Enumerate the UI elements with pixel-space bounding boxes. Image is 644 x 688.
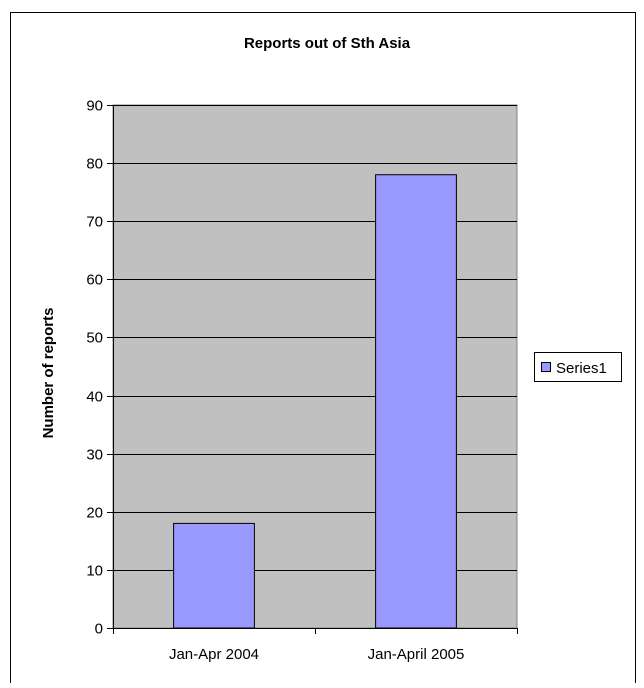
chart-title: Reports out of Sth Asia xyxy=(244,35,411,52)
y-tick-labels: 0 10 20 30 40 50 60 70 80 90 xyxy=(86,98,103,638)
legend: Series1 xyxy=(534,352,622,382)
x-tick-labels: Jan-Apr 2004 Jan-April 2005 xyxy=(169,646,464,663)
y-tick-label-50: 50 xyxy=(86,330,103,347)
x-tick-label-2: Jan-April 2005 xyxy=(368,646,465,663)
bar-2 xyxy=(375,174,457,629)
y-tick-label-80: 80 xyxy=(86,156,103,173)
y-tick-label-70: 70 xyxy=(86,214,103,231)
x-tick-label-1: Jan-Apr 2004 xyxy=(169,646,259,663)
bar-1 xyxy=(173,522,255,629)
y-tick-label-30: 30 xyxy=(86,447,103,464)
y-tick-label-60: 60 xyxy=(86,272,103,289)
y-tick-label-0: 0 xyxy=(95,621,103,638)
legend-swatch-series1 xyxy=(541,362,551,372)
axes xyxy=(107,105,518,634)
y-tick-label-40: 40 xyxy=(86,389,103,406)
y-tick-label-10: 10 xyxy=(86,563,103,580)
y-tick-label-20: 20 xyxy=(86,505,103,522)
bars xyxy=(173,174,457,629)
legend-label-series1: Series1 xyxy=(556,360,607,377)
y-axis-title: Number of reports xyxy=(40,308,57,439)
y-tick-label-90: 90 xyxy=(86,98,103,115)
